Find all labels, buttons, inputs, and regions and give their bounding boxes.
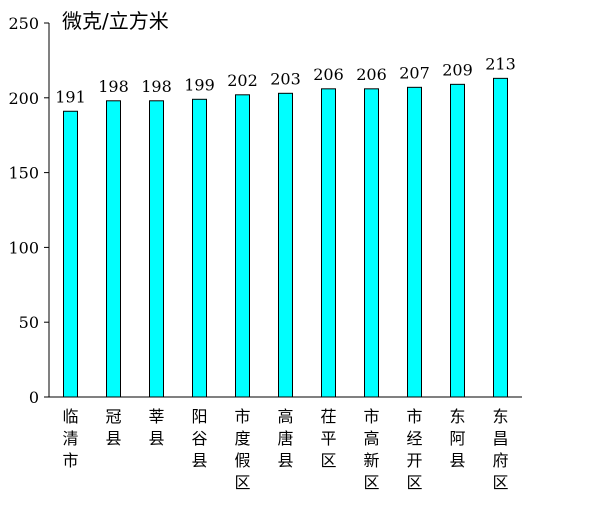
category-label-2: 莘县 (148, 407, 164, 448)
y-tick-label: 200 (8, 89, 39, 108)
y-tick-label: 250 (8, 14, 39, 33)
data-label-8: 207 (399, 63, 430, 82)
y-axis-ticks: 0 50 100 150 200 250 (8, 14, 49, 407)
data-label-2: 198 (141, 77, 172, 96)
bar-3 (192, 98, 207, 398)
data-label-0: 191 (55, 87, 86, 106)
data-label-5: 203 (270, 69, 301, 88)
y-tick-label: 0 (29, 388, 39, 407)
bar-0 (63, 110, 78, 398)
y-axis-unit-label: 微克/立方米 (62, 9, 169, 33)
bar-9 (450, 83, 465, 398)
data-labels: 191 198 198 199 202 203 206 206 207 209 213 (55, 54, 516, 106)
bar-8 (407, 86, 422, 398)
y-tick-label: 150 (8, 164, 39, 183)
category-label-7: 市高新区 (363, 407, 379, 492)
category-label-0: 临清市 (62, 407, 78, 470)
data-label-9: 209 (442, 60, 473, 79)
category-label-5: 高唐县 (277, 407, 293, 470)
data-label-6: 206 (313, 65, 344, 84)
data-label-10: 213 (485, 54, 516, 73)
category-label-3: 阳谷县 (191, 407, 207, 470)
bar-10 (493, 77, 508, 398)
bar-4 (235, 94, 250, 398)
data-label-4: 202 (227, 71, 258, 90)
bar-6 (321, 88, 336, 398)
bar-2 (149, 100, 164, 398)
bar-1 (106, 100, 121, 398)
bar-7 (364, 88, 379, 398)
category-label-9: 东阿县 (449, 407, 465, 470)
y-tick-label: 50 (19, 313, 39, 332)
category-label-10: 东昌府区 (492, 407, 508, 492)
data-label-1: 198 (98, 77, 129, 96)
category-label-1: 冠县 (105, 407, 121, 448)
bars (63, 77, 508, 398)
y-tick-label: 100 (8, 238, 39, 257)
data-label-3: 199 (184, 75, 215, 94)
bar-5 (278, 92, 293, 398)
data-label-7: 206 (356, 65, 387, 84)
category-label-4: 市度假区 (234, 407, 250, 492)
category-label-8: 市经开区 (406, 407, 422, 492)
category-label-6: 茌平区 (320, 407, 336, 470)
